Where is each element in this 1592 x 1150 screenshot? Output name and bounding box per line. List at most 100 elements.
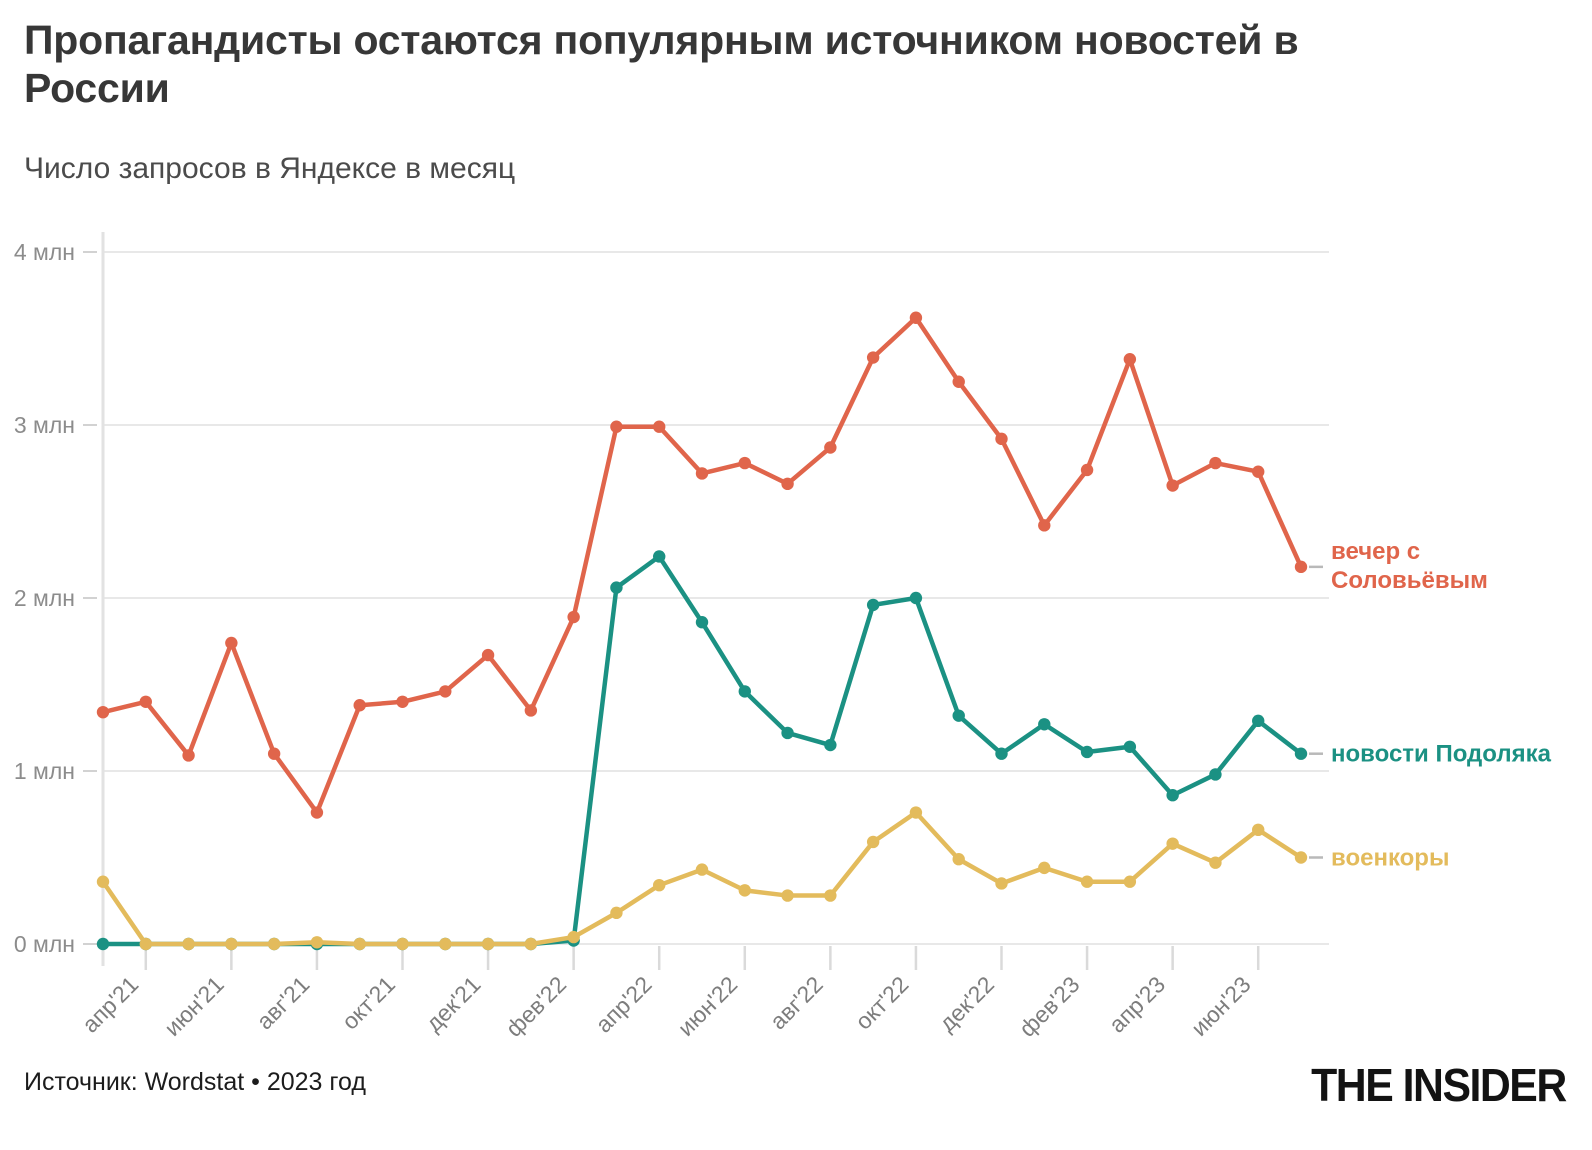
source-note: Источник: Wordstat • 2023 год	[24, 1068, 366, 1096]
xtick-label-11: фев'23	[1014, 971, 1085, 1042]
data-point[interactable]	[653, 420, 666, 433]
data-point[interactable]	[695, 467, 709, 480]
data-point[interactable]	[439, 937, 452, 951]
data-point[interactable]	[952, 375, 965, 388]
data-point[interactable]	[909, 806, 923, 819]
data-point[interactable]	[738, 884, 751, 897]
data-point[interactable]	[481, 648, 495, 662]
data-point[interactable]	[824, 738, 837, 752]
xtick-label-10: дек'22	[934, 971, 999, 1036]
data-point[interactable]	[695, 616, 709, 629]
ytick-label-3: 3 млн	[14, 412, 75, 438]
data-point[interactable]	[1123, 353, 1137, 366]
series-line-0	[100, 315, 1304, 815]
data-point[interactable]	[396, 937, 409, 951]
data-point[interactable]	[182, 749, 195, 762]
data-point[interactable]	[1123, 875, 1137, 888]
data-point[interactable]	[353, 937, 366, 951]
data-point[interactable]	[1080, 875, 1094, 888]
data-point[interactable]	[995, 747, 1008, 760]
page-subtitle: Число запросов в Яндексе в месяц	[24, 152, 516, 185]
xtick-label-4: дек'21	[420, 971, 485, 1036]
xtick-label-13: июн'23	[1186, 971, 1256, 1041]
data-point[interactable]	[225, 636, 238, 650]
data-point[interactable]	[1209, 456, 1222, 470]
data-point[interactable]	[139, 695, 152, 708]
data-point[interactable]	[909, 311, 923, 324]
brand-logo: THE INSIDER	[1311, 1059, 1567, 1111]
data-point[interactable]	[524, 704, 538, 717]
data-point[interactable]	[866, 351, 880, 364]
data-point[interactable]	[781, 889, 794, 902]
data-point[interactable]	[1038, 718, 1051, 731]
data-point[interactable]	[1209, 856, 1222, 869]
data-point[interactable]	[96, 705, 110, 719]
data-point[interactable]	[1252, 465, 1265, 478]
data-point[interactable]	[1166, 837, 1179, 850]
data-point[interactable]	[567, 610, 580, 624]
data-point[interactable]	[866, 835, 880, 849]
data-point[interactable]	[1294, 560, 1308, 574]
data-point[interactable]	[1166, 789, 1179, 802]
data-point[interactable]	[653, 550, 666, 563]
data-point[interactable]	[96, 937, 110, 951]
data-point[interactable]	[909, 591, 923, 605]
xtick-label-8: авг'22	[765, 971, 828, 1034]
page-title: Пропагандисты остаются популярным источн…	[24, 17, 1299, 112]
data-point[interactable]	[610, 581, 623, 594]
data-point[interactable]	[995, 877, 1008, 890]
data-point[interactable]	[738, 456, 751, 470]
data-point[interactable]	[1252, 714, 1265, 728]
series-label-2: военкоры	[1331, 845, 1449, 872]
data-point[interactable]	[738, 685, 751, 698]
xtick-label-7: июн'22	[672, 971, 742, 1041]
data-point[interactable]	[995, 432, 1008, 446]
data-point[interactable]	[610, 906, 623, 920]
data-point[interactable]	[1294, 747, 1308, 760]
data-point[interactable]	[353, 699, 366, 712]
data-point[interactable]	[310, 936, 324, 949]
data-point[interactable]	[1038, 861, 1051, 875]
data-point[interactable]	[481, 937, 495, 951]
xtick-label-0: апр'21	[77, 971, 143, 1037]
series-2	[96, 806, 1308, 951]
data-point[interactable]	[1038, 519, 1051, 532]
data-point[interactable]	[1123, 740, 1137, 753]
data-point[interactable]	[267, 937, 281, 951]
data-point[interactable]	[781, 726, 794, 740]
data-point[interactable]	[524, 937, 538, 951]
data-point[interactable]	[1252, 823, 1265, 837]
data-point[interactable]	[824, 441, 837, 454]
ytick-label-2: 2 млн	[14, 585, 75, 611]
data-point[interactable]	[96, 875, 110, 888]
data-point[interactable]	[567, 930, 580, 944]
data-point[interactable]	[952, 853, 965, 866]
data-point[interactable]	[1294, 851, 1308, 864]
xtick-label-12: апр'23	[1104, 971, 1170, 1037]
data-point[interactable]	[781, 477, 794, 491]
data-point[interactable]	[1209, 768, 1222, 781]
data-point[interactable]	[1166, 479, 1179, 492]
data-point[interactable]	[866, 598, 880, 612]
series-line-1	[100, 554, 1304, 947]
data-point[interactable]	[610, 420, 623, 433]
ytick-label-0: 0 млн	[14, 931, 75, 957]
data-point[interactable]	[439, 685, 452, 698]
data-point[interactable]	[653, 878, 666, 892]
series-label-0: Соловьёвым	[1331, 567, 1488, 594]
xtick-label-6: апр'22	[590, 971, 656, 1037]
line-chart: 0 млн 1 млн 2 млн 3 млн 4 млн апр'21 июн'21 авг…	[14, 232, 1552, 1042]
xtick-label-1: июн'21	[159, 971, 229, 1041]
data-point[interactable]	[695, 863, 709, 876]
data-point[interactable]	[182, 937, 195, 951]
data-point[interactable]	[310, 806, 324, 819]
data-point[interactable]	[139, 937, 152, 951]
data-point[interactable]	[267, 747, 281, 760]
data-point[interactable]	[1080, 463, 1094, 477]
xtick-label-9: окт'22	[850, 971, 913, 1034]
data-point[interactable]	[824, 889, 837, 902]
data-point[interactable]	[396, 695, 409, 708]
data-point[interactable]	[225, 937, 238, 951]
data-point[interactable]	[952, 709, 965, 722]
data-point[interactable]	[1080, 745, 1094, 759]
